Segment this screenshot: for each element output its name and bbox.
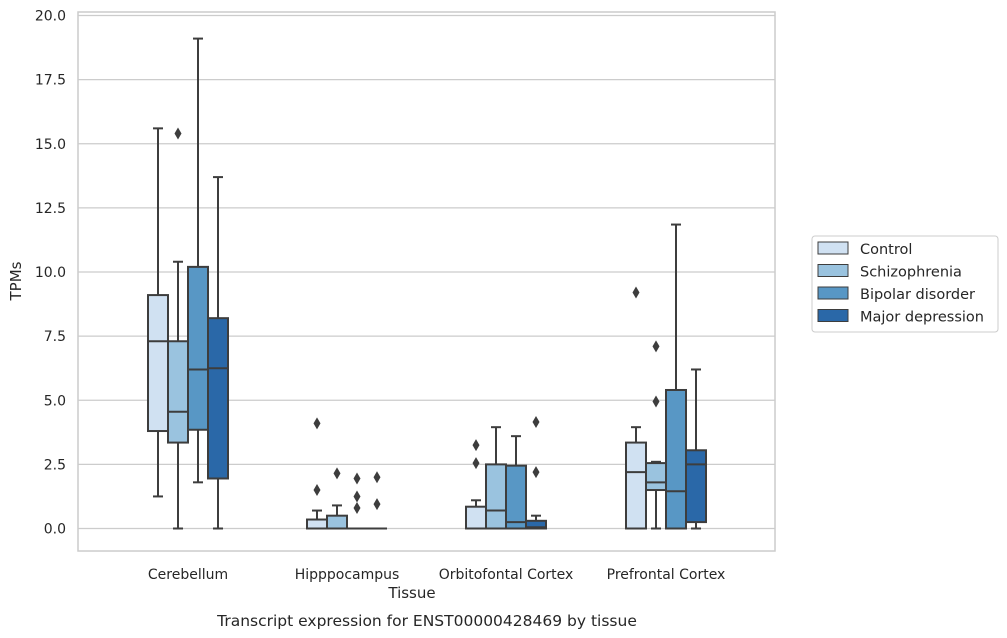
box-body (505, 464, 527, 530)
outlier-point (472, 457, 480, 470)
outlier-point (652, 340, 660, 353)
box (207, 176, 229, 530)
box-body (625, 441, 647, 530)
box (367, 471, 387, 530)
legend-swatch (817, 309, 849, 322)
y-tick-label: 10.0 (35, 265, 66, 281)
outlier-point (532, 416, 540, 429)
box-body (326, 514, 348, 530)
legend-item: Major depression (817, 309, 984, 326)
outlier-point (333, 467, 341, 480)
plot-frame (77, 11, 776, 552)
legend-label: Schizophrenia (860, 265, 962, 281)
box (525, 416, 547, 530)
box (625, 286, 647, 530)
box-body (685, 449, 707, 524)
x-axis-ticks: Cerebellum Hipppocampus Orbitofontal Corte… (148, 567, 725, 583)
x-axis-label: Tissue (387, 584, 435, 602)
legend-item: Schizophrenia (817, 264, 962, 281)
legend-swatch (817, 241, 849, 255)
legend-label: Bipolar disorder (860, 287, 975, 303)
outlier-point (652, 395, 660, 408)
y-tick-label: 0.0 (44, 522, 66, 538)
box-body (665, 388, 687, 530)
series-major-depression (207, 176, 707, 530)
y-tick-label: 5.0 (44, 393, 66, 409)
series-bipolar-disorder (187, 37, 687, 530)
series-schizophrenia (167, 127, 667, 530)
box-body (167, 340, 189, 444)
box-body (485, 463, 507, 530)
outlier-point (353, 501, 361, 514)
box-series (147, 37, 707, 530)
x-tick-label: Orbitofontal Cortex (439, 567, 574, 583)
x-tick-label: Cerebellum (148, 567, 228, 583)
y-axis-ticks: 0.0 2.5 5.0 7.5 10.0 12.5 15.0 17.5 20.0 (35, 9, 66, 538)
box-body (187, 265, 209, 431)
legend: Control Schizophrenia Bipolar disorder Majo… (811, 235, 999, 333)
outlier-point (174, 127, 182, 140)
series-control (147, 127, 647, 530)
box (685, 368, 707, 530)
box (505, 435, 527, 530)
box-body (306, 518, 328, 530)
box-body (147, 294, 169, 433)
legend-label: Control (860, 242, 912, 258)
outlier-point (373, 471, 381, 484)
y-axis-label: TPMs (7, 261, 25, 301)
x-tick-label: Prefrontal Cortex (607, 567, 726, 583)
box (347, 472, 367, 530)
legend-label: Major depression (860, 310, 984, 326)
box-body (465, 505, 487, 530)
box (645, 340, 667, 530)
outlier-point (313, 484, 321, 497)
box-body (645, 462, 667, 492)
y-tick-label: 7.5 (44, 329, 66, 345)
outlier-point (313, 417, 321, 430)
y-tick-label: 2.5 (44, 457, 66, 473)
y-tick-label: 12.5 (35, 201, 66, 217)
y-tick-label: 17.5 (35, 73, 66, 89)
legend-frame (811, 235, 999, 333)
outlier-point (632, 286, 640, 299)
x-tick-label: Hipppocampus (295, 567, 400, 583)
legend-item: Bipolar disorder (817, 286, 975, 303)
outlier-point (532, 466, 540, 479)
outlier-point (353, 472, 361, 485)
box-body (525, 519, 547, 530)
outlier-point (373, 498, 381, 511)
legend-item: Control (817, 241, 912, 258)
outlier-point (353, 490, 361, 503)
box-body (207, 317, 229, 480)
outlier-point (472, 439, 480, 452)
y-tick-label: 20.0 (35, 9, 66, 25)
y-tick-label: 15.0 (35, 137, 66, 153)
chart-caption: Transcript expression for ENST0000042846… (216, 612, 637, 630)
box (187, 37, 209, 484)
box (326, 467, 348, 530)
legend-swatch (817, 264, 849, 277)
box (665, 223, 687, 530)
legend-swatch (817, 286, 849, 300)
box (465, 439, 487, 530)
